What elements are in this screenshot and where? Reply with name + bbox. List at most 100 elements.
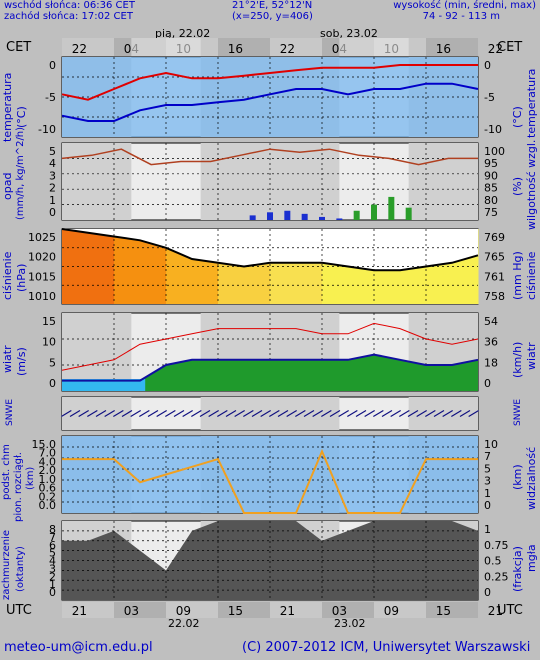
wind-arrow xyxy=(425,409,436,418)
y-tick-right: 0.5 xyxy=(484,555,502,568)
y-tick-right: 761 xyxy=(484,270,505,283)
y-tick-left: 7 xyxy=(49,531,56,544)
wind-arrow xyxy=(113,409,124,418)
night-shade xyxy=(62,313,132,391)
wind-arrow xyxy=(303,409,315,418)
precip-left-unit: (mm/h, kg/m^2/h) xyxy=(15,126,26,220)
vis-right-label: widzialność xyxy=(525,446,538,510)
y-tick-right: 54 xyxy=(484,315,498,328)
night-shade xyxy=(200,397,340,430)
y-tick-left: 0 xyxy=(49,377,56,390)
y-tick-left: 7.0 xyxy=(39,447,57,460)
time-block xyxy=(426,38,478,56)
cloud-right-label: mgła xyxy=(525,544,538,572)
y-tick-right: 758 xyxy=(484,290,505,303)
dir-right-label: SNWE xyxy=(513,398,523,426)
wind-left-label: wiatr xyxy=(1,345,14,373)
y-tick-left: 1025 xyxy=(28,231,56,244)
wind-arrow xyxy=(234,409,245,418)
wind-arrow xyxy=(87,409,98,418)
wind-arrow xyxy=(373,409,384,418)
time-block xyxy=(270,38,322,56)
precip-bar xyxy=(319,216,325,220)
y-tick-left: -10 xyxy=(38,123,56,136)
wind-arrow xyxy=(286,409,297,418)
precip-bar xyxy=(284,210,291,220)
y-tick-left: 4.0 xyxy=(39,455,57,468)
time-block xyxy=(218,602,270,618)
wind-arrow xyxy=(251,409,263,418)
hour-label: 09 xyxy=(176,604,191,618)
wind-arrow xyxy=(459,409,471,418)
y-tick-left: -5 xyxy=(45,91,56,104)
pressure-line xyxy=(61,228,479,272)
wind-arrow xyxy=(260,409,271,418)
wind-arrow xyxy=(225,409,237,418)
vis-left-unit: (km) xyxy=(25,466,36,490)
footer-email[interactable]: meteo-um@icm.edu.pl xyxy=(4,640,153,655)
precip-right-label: wilgotność wzgl. xyxy=(525,139,538,230)
night-shade xyxy=(62,143,132,220)
wind-arrow xyxy=(243,409,254,418)
y-tick-left: 6 xyxy=(49,539,56,552)
y-tick-left: 2 xyxy=(49,182,56,195)
night-shade xyxy=(62,397,132,430)
y-tick-left: 15.0 xyxy=(32,438,57,451)
wind-right-label: wiatr xyxy=(525,342,538,370)
y-tick-right: 75 xyxy=(484,206,498,219)
y-tick-left: 3 xyxy=(49,169,56,182)
day-band xyxy=(131,38,201,56)
wind-arrow xyxy=(208,409,219,418)
temp-left-unit: (°C) xyxy=(15,106,28,128)
time-block xyxy=(62,602,114,618)
wind-arrow xyxy=(156,409,167,418)
y-tick-left: 0 xyxy=(49,59,56,72)
y-tick-right: 90 xyxy=(484,169,498,182)
precip-right-unit: (%) xyxy=(511,176,524,196)
y-tick-left: 1.0 xyxy=(39,473,57,486)
y-tick-right: 80 xyxy=(484,194,498,207)
cloud-left-label: zachmurzenie xyxy=(1,529,12,600)
hour-label: 03 xyxy=(332,604,347,618)
wind-arrow xyxy=(173,409,185,418)
precip-bar xyxy=(267,212,273,220)
precip-bar xyxy=(388,196,395,220)
wind-line xyxy=(62,353,479,382)
time-block xyxy=(114,602,166,618)
tz-bottom-left: UTC xyxy=(6,603,32,618)
y-tick-left: 1020 xyxy=(28,251,56,264)
y-tick-left: 0.2 xyxy=(39,490,57,503)
wind-arrow xyxy=(217,409,228,418)
hour-label: 22 xyxy=(488,42,503,56)
wind-arrow xyxy=(61,409,72,418)
y-tick-right: 0.75 xyxy=(484,539,509,552)
time-block xyxy=(62,38,114,56)
wind-arrow xyxy=(399,409,410,418)
hour-label: 09 xyxy=(384,604,399,618)
hour-label: 16 xyxy=(228,42,243,56)
y-tick-right: 769 xyxy=(484,231,505,244)
y-tick-left: 8 xyxy=(49,523,56,536)
wind-arrow xyxy=(139,409,150,418)
y-tick-left: 1015 xyxy=(28,270,56,283)
y-tick-left: 0.0 xyxy=(39,499,57,512)
precip-bar xyxy=(405,207,412,220)
hour-label: 15 xyxy=(436,604,451,618)
y-tick-left: 5 xyxy=(49,356,56,369)
night-shade xyxy=(408,143,478,220)
y-tick-right: -10 xyxy=(484,123,502,136)
y-tick-left: 1 xyxy=(49,578,56,591)
y-tick-right: 10 xyxy=(484,438,498,451)
wind-arrow xyxy=(147,409,159,418)
footer-copyright: (C) 2007-2012 ICM, Uniwersytet Warszawsk… xyxy=(242,640,531,655)
y-tick-right: 3 xyxy=(484,475,491,488)
pressure-right-label: ciśnienie xyxy=(525,251,538,300)
temp-series-1 xyxy=(61,82,479,122)
time-block xyxy=(218,38,270,56)
date1-bottom: 22.02 xyxy=(168,617,200,630)
y-tick-right: 95 xyxy=(484,157,498,170)
y-tick-left: 2.0 xyxy=(39,464,57,477)
y-tick-right: 18 xyxy=(484,356,498,369)
precip-bar xyxy=(336,218,343,220)
wind-arrow xyxy=(130,409,141,418)
